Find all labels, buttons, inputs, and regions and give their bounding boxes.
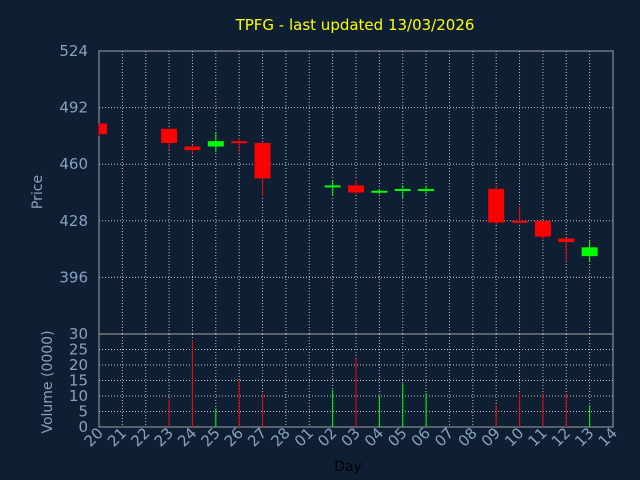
- volume-tick-label: 10: [69, 387, 88, 405]
- price-candles: [98, 123, 598, 262]
- volume-bars: [168, 340, 591, 427]
- day-axis-ticks: 2021222324252627280102030405060708091011…: [81, 424, 621, 450]
- candle-body: [207, 141, 224, 147]
- volume-tick-label: 15: [69, 372, 88, 390]
- day-axis-label: Day: [334, 459, 362, 475]
- price-tick-label: 460: [59, 155, 88, 173]
- candle-body: [534, 220, 551, 237]
- candle-body: [161, 128, 178, 143]
- candle-body: [348, 185, 364, 193]
- volume-tick-label: 20: [69, 356, 88, 374]
- candle-body: [371, 190, 388, 193]
- price-tick-label: 396: [59, 268, 88, 286]
- candle-body: [558, 238, 575, 243]
- price-axis-ticks: 524 492 460 428 396: [59, 42, 88, 286]
- volume-tick-label: 25: [69, 341, 88, 359]
- volume-axis-label: Volume (0000): [40, 330, 56, 433]
- candle-body: [184, 146, 201, 151]
- price-tick-label: 492: [59, 99, 88, 117]
- candle-body: [581, 247, 598, 257]
- candle-body: [99, 123, 107, 135]
- candle-body: [254, 142, 271, 179]
- volume-tick-label: 5: [78, 403, 88, 421]
- price-tick-label: 428: [59, 212, 88, 230]
- candle-body: [394, 188, 411, 191]
- volume-tick-label: 0: [78, 418, 88, 436]
- price-tick-label: 524: [59, 42, 88, 60]
- candle-body: [231, 141, 248, 144]
- chart-title: TPFG - last updated 13/03/2026: [235, 16, 475, 34]
- volume-tick-label: 30: [69, 325, 88, 343]
- candle-body: [511, 220, 528, 223]
- price-axis-label: Price: [30, 175, 46, 209]
- candle-body: [418, 188, 435, 191]
- candle-body: [488, 188, 505, 223]
- candle-body: [324, 185, 341, 188]
